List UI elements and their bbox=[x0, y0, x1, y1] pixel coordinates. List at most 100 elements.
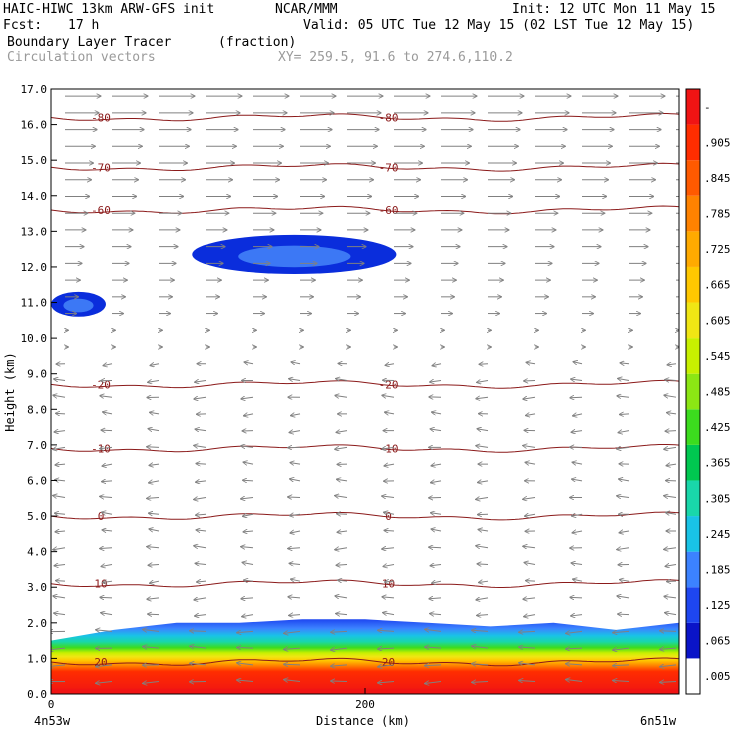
circulation-vector bbox=[190, 631, 207, 632]
circulation-vector bbox=[338, 580, 348, 581]
circulation-vector bbox=[54, 613, 66, 615]
circulation-vector bbox=[566, 648, 583, 649]
y-tick-label: 12.0 bbox=[21, 261, 48, 274]
colorbar-label: .065 bbox=[704, 635, 731, 648]
circulation-vector bbox=[477, 380, 489, 382]
circulation-vector bbox=[194, 546, 207, 548]
y-tick-label: 15.0 bbox=[21, 154, 48, 167]
circulation-vector bbox=[667, 364, 677, 365]
colorbar-label: .305 bbox=[704, 492, 731, 505]
circulation-vector bbox=[431, 529, 442, 531]
circulation-vector bbox=[378, 665, 395, 667]
circulation-vector bbox=[613, 631, 630, 632]
field-unit: (fraction) bbox=[218, 35, 297, 50]
circulation-vector bbox=[477, 429, 489, 431]
colorbar-label: .725 bbox=[704, 243, 731, 256]
circulation-vector bbox=[101, 613, 113, 615]
colorbar-swatch bbox=[686, 124, 700, 161]
circulation-vector bbox=[566, 664, 583, 665]
circulation-vector bbox=[291, 362, 301, 364]
temperature-contour bbox=[51, 579, 679, 588]
colorbar-label: .005 bbox=[704, 670, 731, 683]
circulation-vector bbox=[430, 380, 442, 382]
colorbar-swatch bbox=[686, 622, 700, 659]
circulation-vector bbox=[149, 529, 160, 531]
temperature-contour bbox=[51, 379, 679, 389]
x-right-end-label: 6n51w bbox=[640, 714, 677, 728]
upper-tracer-core bbox=[63, 298, 94, 313]
y-tick-label: 8.0 bbox=[27, 403, 47, 416]
circulation-vector bbox=[237, 663, 254, 665]
circulation-vector bbox=[194, 445, 207, 447]
circulation-vector bbox=[148, 564, 160, 565]
circulation-vector bbox=[290, 463, 301, 465]
y-tick-label: 0.0 bbox=[27, 688, 47, 701]
circulation-vector bbox=[476, 446, 489, 448]
circulation-vector bbox=[56, 413, 66, 414]
circulation-vector bbox=[196, 464, 207, 465]
circulation-vector bbox=[284, 680, 301, 682]
circulation-vector bbox=[195, 429, 207, 431]
circulation-vector bbox=[425, 682, 442, 684]
circulation-vector bbox=[53, 496, 66, 498]
circulation-vector bbox=[55, 480, 66, 481]
circulation-vector bbox=[147, 447, 160, 448]
colorbar-swatch bbox=[686, 89, 700, 125]
circulation-vector bbox=[102, 481, 113, 482]
contour-label: 0 bbox=[98, 510, 105, 523]
contour-label: -20 bbox=[91, 378, 111, 391]
fcst-value: 17 h bbox=[68, 18, 100, 33]
circulation-vector bbox=[102, 512, 113, 514]
circulation-vector bbox=[51, 648, 66, 650]
colorbar-swatch bbox=[686, 266, 700, 303]
circulation-vector bbox=[101, 430, 113, 431]
circulation-vector bbox=[664, 548, 677, 550]
circulation-vector bbox=[617, 548, 630, 550]
circulation-vector bbox=[101, 564, 113, 566]
boundary-layer-tracer bbox=[51, 619, 679, 694]
contour-label: -70 bbox=[379, 161, 399, 174]
circulation-vector bbox=[571, 431, 583, 433]
circulation-vector bbox=[196, 481, 207, 482]
circulation-vector bbox=[149, 481, 160, 483]
circulation-vector bbox=[572, 462, 583, 464]
circulation-vector bbox=[331, 681, 348, 682]
colorbar-label: .125 bbox=[704, 599, 731, 612]
circulation-vector bbox=[289, 615, 301, 616]
circulation-vector bbox=[100, 597, 113, 598]
valid-time: Valid: 05 UTC Tue 12 May 15 (02 LST Tue … bbox=[303, 18, 695, 33]
upper-tracer-core bbox=[238, 245, 351, 268]
colorbar-label: .905 bbox=[704, 136, 731, 149]
circulation-vector bbox=[337, 514, 348, 515]
colorbar-swatch bbox=[686, 658, 700, 694]
circulation-vector bbox=[335, 447, 348, 449]
colorbar-swatch bbox=[686, 409, 700, 445]
circulation-vector bbox=[620, 414, 630, 415]
colorbar-label: .425 bbox=[704, 421, 731, 434]
colorbar-swatch bbox=[686, 480, 700, 517]
circulation-vector bbox=[194, 498, 207, 500]
colorbar-label: .605 bbox=[704, 314, 731, 327]
colorbar-swatch bbox=[686, 302, 700, 339]
circulation-vector bbox=[244, 414, 254, 416]
circulation-vector bbox=[425, 665, 442, 666]
circulation-vector bbox=[103, 412, 113, 414]
circulation-vector bbox=[566, 680, 583, 682]
circulation-vector bbox=[382, 447, 395, 449]
circulation-vector bbox=[618, 378, 630, 380]
contour-label: -60 bbox=[91, 204, 111, 217]
colorbar-swatch bbox=[686, 587, 700, 623]
circulation-vector bbox=[572, 514, 583, 516]
circulation-vector bbox=[472, 646, 489, 648]
y-tick-label: 5.0 bbox=[27, 510, 47, 523]
circulation-vector bbox=[237, 680, 254, 682]
circulation-vector bbox=[476, 498, 489, 500]
circulation-vector bbox=[617, 496, 630, 498]
circulation-vector bbox=[523, 446, 536, 448]
circulation-vector bbox=[147, 498, 160, 499]
circulation-vector bbox=[432, 581, 442, 583]
circulation-vector bbox=[617, 447, 630, 449]
circulation-vector bbox=[385, 581, 395, 582]
circulation-vector bbox=[244, 362, 254, 364]
circulation-vector bbox=[54, 431, 66, 432]
